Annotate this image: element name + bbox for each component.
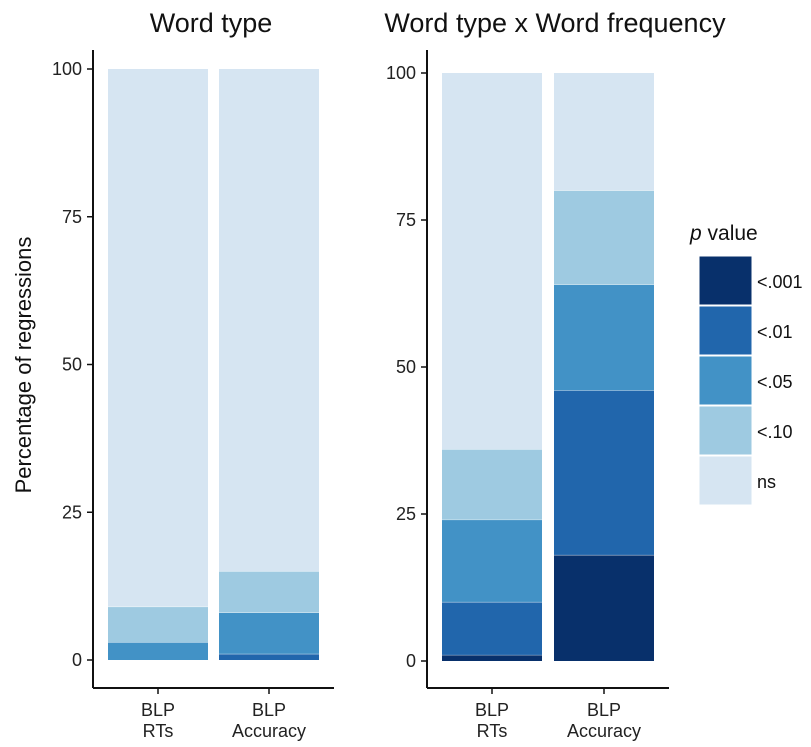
bar-segment: [219, 654, 319, 660]
y-tick-label: 50: [396, 357, 416, 377]
y-tick-label: 25: [62, 502, 82, 522]
bar-segment: [554, 555, 654, 661]
bar-segment: [554, 190, 654, 285]
legend-label-ns: ns: [757, 472, 776, 492]
y-tick-label: 0: [406, 651, 416, 671]
y-tick-label: 100: [386, 63, 416, 83]
legend-key-p01: [698, 305, 753, 356]
bar-segment: [554, 390, 654, 556]
legend-label-p10: <.10: [757, 422, 793, 442]
bar-segment: [219, 571, 319, 613]
panel-word-type-x-frequency: Word type x Word frequency 0 25 50 75 100 BLP R…: [384, 8, 726, 741]
bar-segment: [442, 519, 542, 603]
y-tick-label: 50: [62, 355, 82, 375]
legend-title-rest: value: [702, 222, 758, 245]
y-axis-label: Percentage of regressions: [11, 237, 36, 494]
y-tick-label: 0: [72, 650, 82, 670]
bar-segment: [442, 449, 542, 520]
bar-segment: [219, 69, 319, 572]
legend-title-italic: p: [689, 222, 702, 245]
legend-key-p05: [698, 355, 753, 406]
bar-segment: [108, 69, 208, 607]
x-tick-label: BLP RTs: [141, 700, 175, 741]
legend-label-p01: <.01: [757, 322, 793, 342]
x-tick-label: BLP RTs: [475, 700, 509, 741]
x-tick-label: BLP Accuracy: [232, 700, 306, 741]
legend-key-p10: [698, 405, 753, 456]
bar-segment: [554, 284, 654, 391]
bar-segment: [554, 73, 654, 191]
chart-title: Word type: [150, 8, 273, 38]
y-tick-label: 100: [52, 59, 82, 79]
chart-title: Word type x Word frequency: [384, 8, 726, 38]
bar-segment: [108, 642, 208, 660]
bar-segment: [108, 606, 208, 643]
legend-label-p001: <.001: [757, 272, 803, 292]
panel-word-type: Word type 0 25 50 75 100 BLP RTs BLP Accuracy: [52, 8, 334, 741]
y-tick-label: 75: [62, 207, 82, 227]
bar-segment: [219, 612, 319, 655]
legend: p value <.001 <.01 <.05 <.10 ns: [689, 222, 803, 506]
legend-label-p05: <.05: [757, 372, 793, 392]
legend-title: p value: [689, 222, 758, 245]
y-tick-label: 25: [396, 504, 416, 524]
x-tick-label: BLP Accuracy: [567, 700, 641, 741]
legend-key-ns: [698, 455, 753, 506]
bar-segment: [442, 73, 542, 450]
bar-segment: [442, 655, 542, 661]
legend-key-p001: [698, 255, 753, 306]
y-tick-label: 75: [396, 210, 416, 230]
bar-segment: [442, 602, 542, 656]
